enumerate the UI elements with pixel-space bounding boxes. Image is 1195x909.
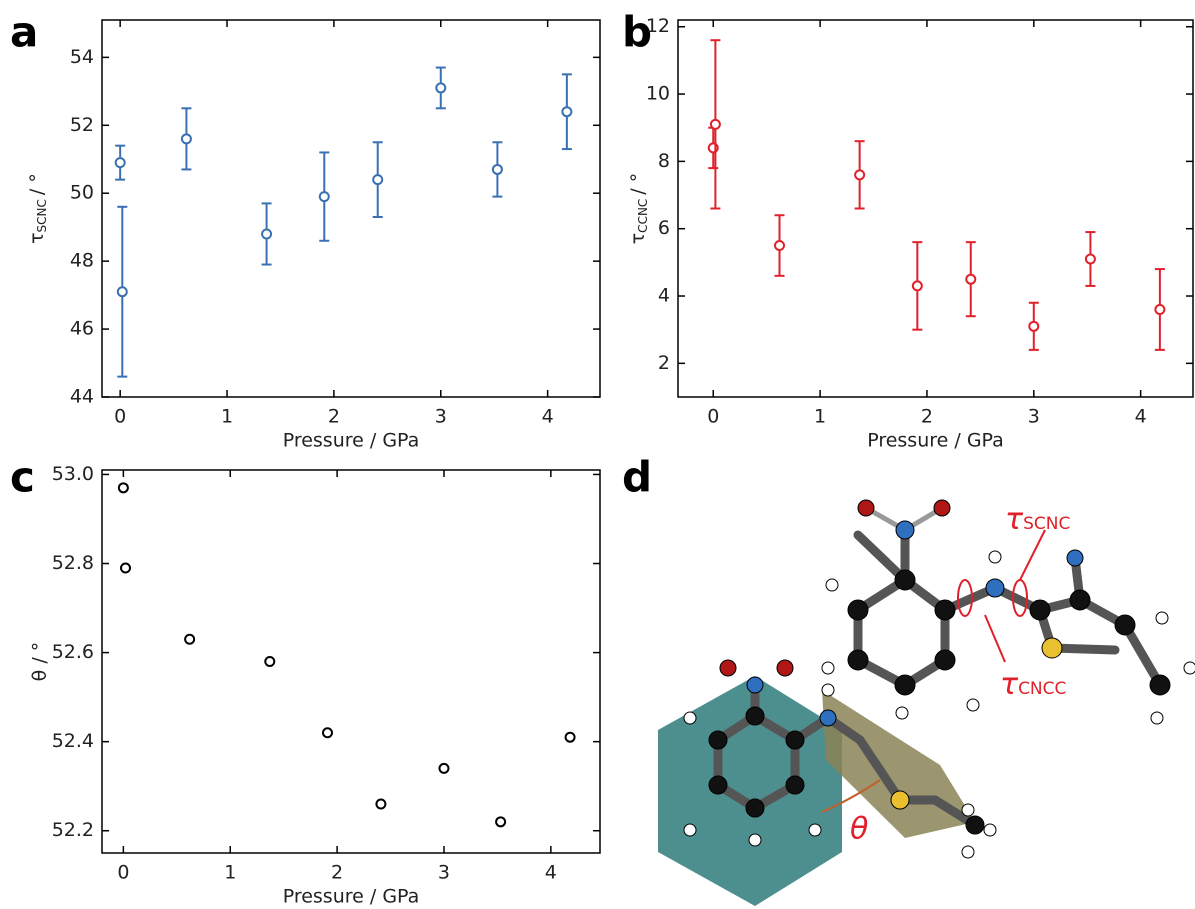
- data-point: [774, 240, 786, 252]
- x-tick-label: 3: [1028, 406, 1040, 428]
- data-point: [495, 816, 507, 828]
- data-point: [261, 228, 273, 240]
- x-tick-label: 1: [224, 862, 236, 884]
- x-tick-label: 4: [542, 406, 554, 428]
- y-tick-label: 53.0: [52, 463, 94, 485]
- panel-label: b: [622, 8, 652, 57]
- y-tick-label: 52.2: [52, 819, 94, 841]
- data-point: [709, 118, 721, 130]
- symbol: τ: [1000, 667, 1019, 702]
- unit: / °: [627, 173, 649, 195]
- y-tick-label: 52.8: [52, 552, 94, 574]
- x-axis-label: Pressure / GPa: [283, 886, 420, 908]
- x-tick-label: 2: [921, 406, 933, 428]
- y-tick-label: 54: [70, 46, 94, 68]
- torsion-label: τSCNC: [1005, 502, 1070, 537]
- data-point: [117, 482, 129, 494]
- data-point: [264, 656, 276, 667]
- y-tick-label: 8: [658, 150, 670, 172]
- y-axis-label: τSCNC / °: [26, 173, 49, 244]
- symbol: τ: [26, 232, 48, 243]
- symbol: τ: [627, 233, 649, 244]
- data-point: [438, 762, 450, 774]
- x-tick-label: 3: [435, 406, 447, 428]
- x-axis-label: Pressure / GPa: [283, 430, 420, 452]
- y-tick-label: 52.4: [52, 730, 94, 752]
- y-tick-label: 6: [658, 217, 670, 239]
- data-point: [707, 142, 719, 154]
- y-tick-label: 46: [70, 318, 94, 340]
- y-tick-label: 12: [646, 15, 670, 37]
- y-tick-label: 4: [658, 285, 670, 307]
- x-axis-label: Pressure / GPa: [867, 430, 1004, 452]
- data-point: [372, 174, 384, 186]
- y-tick-label: 50: [70, 182, 94, 204]
- x-tick-label: 2: [331, 862, 343, 884]
- data-point: [1154, 303, 1166, 315]
- symbol: τ: [1005, 502, 1024, 537]
- data-point: [965, 273, 977, 285]
- data-point: [120, 562, 132, 574]
- plot-frame: [677, 19, 1194, 398]
- x-tick-label: 3: [438, 862, 450, 884]
- data-point: [318, 191, 330, 203]
- data-point: [184, 633, 196, 645]
- data-point: [180, 133, 192, 145]
- y-tick-label: 10: [646, 83, 670, 105]
- molecule-diagram: [658, 499, 1195, 906]
- subscript: CNCC: [1018, 679, 1066, 699]
- x-tick-label: 0: [117, 862, 129, 884]
- y-axis-label: θ / °: [29, 642, 51, 682]
- y-tick-label: 52.6: [52, 641, 94, 663]
- x-tick-label: 4: [1135, 406, 1147, 428]
- panel-label: d: [622, 453, 652, 502]
- data-point: [114, 157, 126, 169]
- data-point: [911, 280, 923, 292]
- x-tick-label: 0: [707, 406, 719, 428]
- data-point: [116, 286, 128, 298]
- data-point: [375, 798, 387, 810]
- data-point: [435, 82, 447, 94]
- subscript: CCNC: [636, 199, 650, 233]
- angle-label: θ: [850, 812, 868, 847]
- data-point: [564, 731, 576, 743]
- x-tick-label: 2: [328, 406, 340, 428]
- x-tick-label: 4: [545, 862, 557, 884]
- y-axis-label: τCCNC / °: [627, 173, 650, 245]
- torsion-label: τCNCC: [1000, 667, 1066, 702]
- y-tick-label: 52: [70, 114, 94, 136]
- data-point: [1084, 253, 1096, 265]
- plot-frame: [101, 469, 601, 854]
- x-tick-label: 1: [221, 406, 233, 428]
- subscript: SCNC: [35, 199, 49, 232]
- data-point: [321, 727, 333, 739]
- data-point: [561, 106, 573, 118]
- y-tick-label: 48: [70, 250, 94, 272]
- y-tick-label: 44: [70, 386, 94, 408]
- plot-frame: [101, 19, 601, 398]
- x-tick-label: 1: [814, 406, 826, 428]
- data-point: [491, 163, 503, 175]
- unit: / °: [26, 173, 48, 195]
- y-tick-label: 2: [658, 352, 670, 374]
- data-point: [854, 169, 866, 181]
- panel-label: c: [10, 453, 35, 502]
- x-tick-label: 0: [114, 406, 126, 428]
- subscript: SCNC: [1023, 514, 1070, 534]
- panel-label: a: [10, 8, 38, 57]
- data-point: [1028, 320, 1040, 332]
